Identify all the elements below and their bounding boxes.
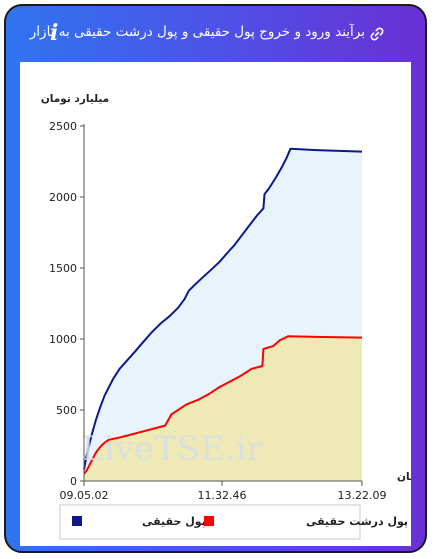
card-header: i برآیند ورود و خروج پول حقیقی و پول درش… [6,6,425,62]
chart-card-title: برآیند ورود و خروج پول حقیقی و پول درشت … [29,24,365,40]
series-area-2 [84,336,362,481]
x-axis-label: زمان [397,471,411,483]
area-chart: LiveTSE.ir 0 500 1000 1500 2000 2500 09.05.02 1… [41,93,422,540]
x-tick-label: 13.22.09 [338,489,387,502]
legend: پول حقیقی پول درشت حقیقی [59,504,408,540]
y-tick-label: 1500 [49,262,77,275]
y-axis-label: میلیارد تومان [41,93,109,105]
y-tick-label: 0 [70,475,77,488]
y-tick-label: 2000 [49,191,77,204]
chart-panel: LiveTSE.ir 0 500 1000 1500 2000 2500 09.05.02 1… [20,62,422,546]
y-tick-label: 2500 [49,120,77,133]
y-tick-label: 500 [56,404,77,417]
x-tick-label: 09.05.02 [60,489,109,502]
link-icon[interactable] [369,26,385,42]
watermark: LiveTSE.ir [81,429,263,469]
info-icon[interactable]: i [50,20,59,46]
legend-label-2: پول درشت حقیقی [306,515,408,528]
x-tick-label: 11.32.46 [198,489,247,502]
series-line-2 [83,335,363,475]
legend-swatch-2 [204,516,214,526]
series-line-1 [83,147,363,470]
legend-swatch-1 [72,516,82,526]
chart-card: i برآیند ورود و خروج پول حقیقی و پول درش… [4,4,427,553]
y-tick-label: 1000 [49,333,77,346]
legend-label-1: پول حقیقی [142,515,206,528]
